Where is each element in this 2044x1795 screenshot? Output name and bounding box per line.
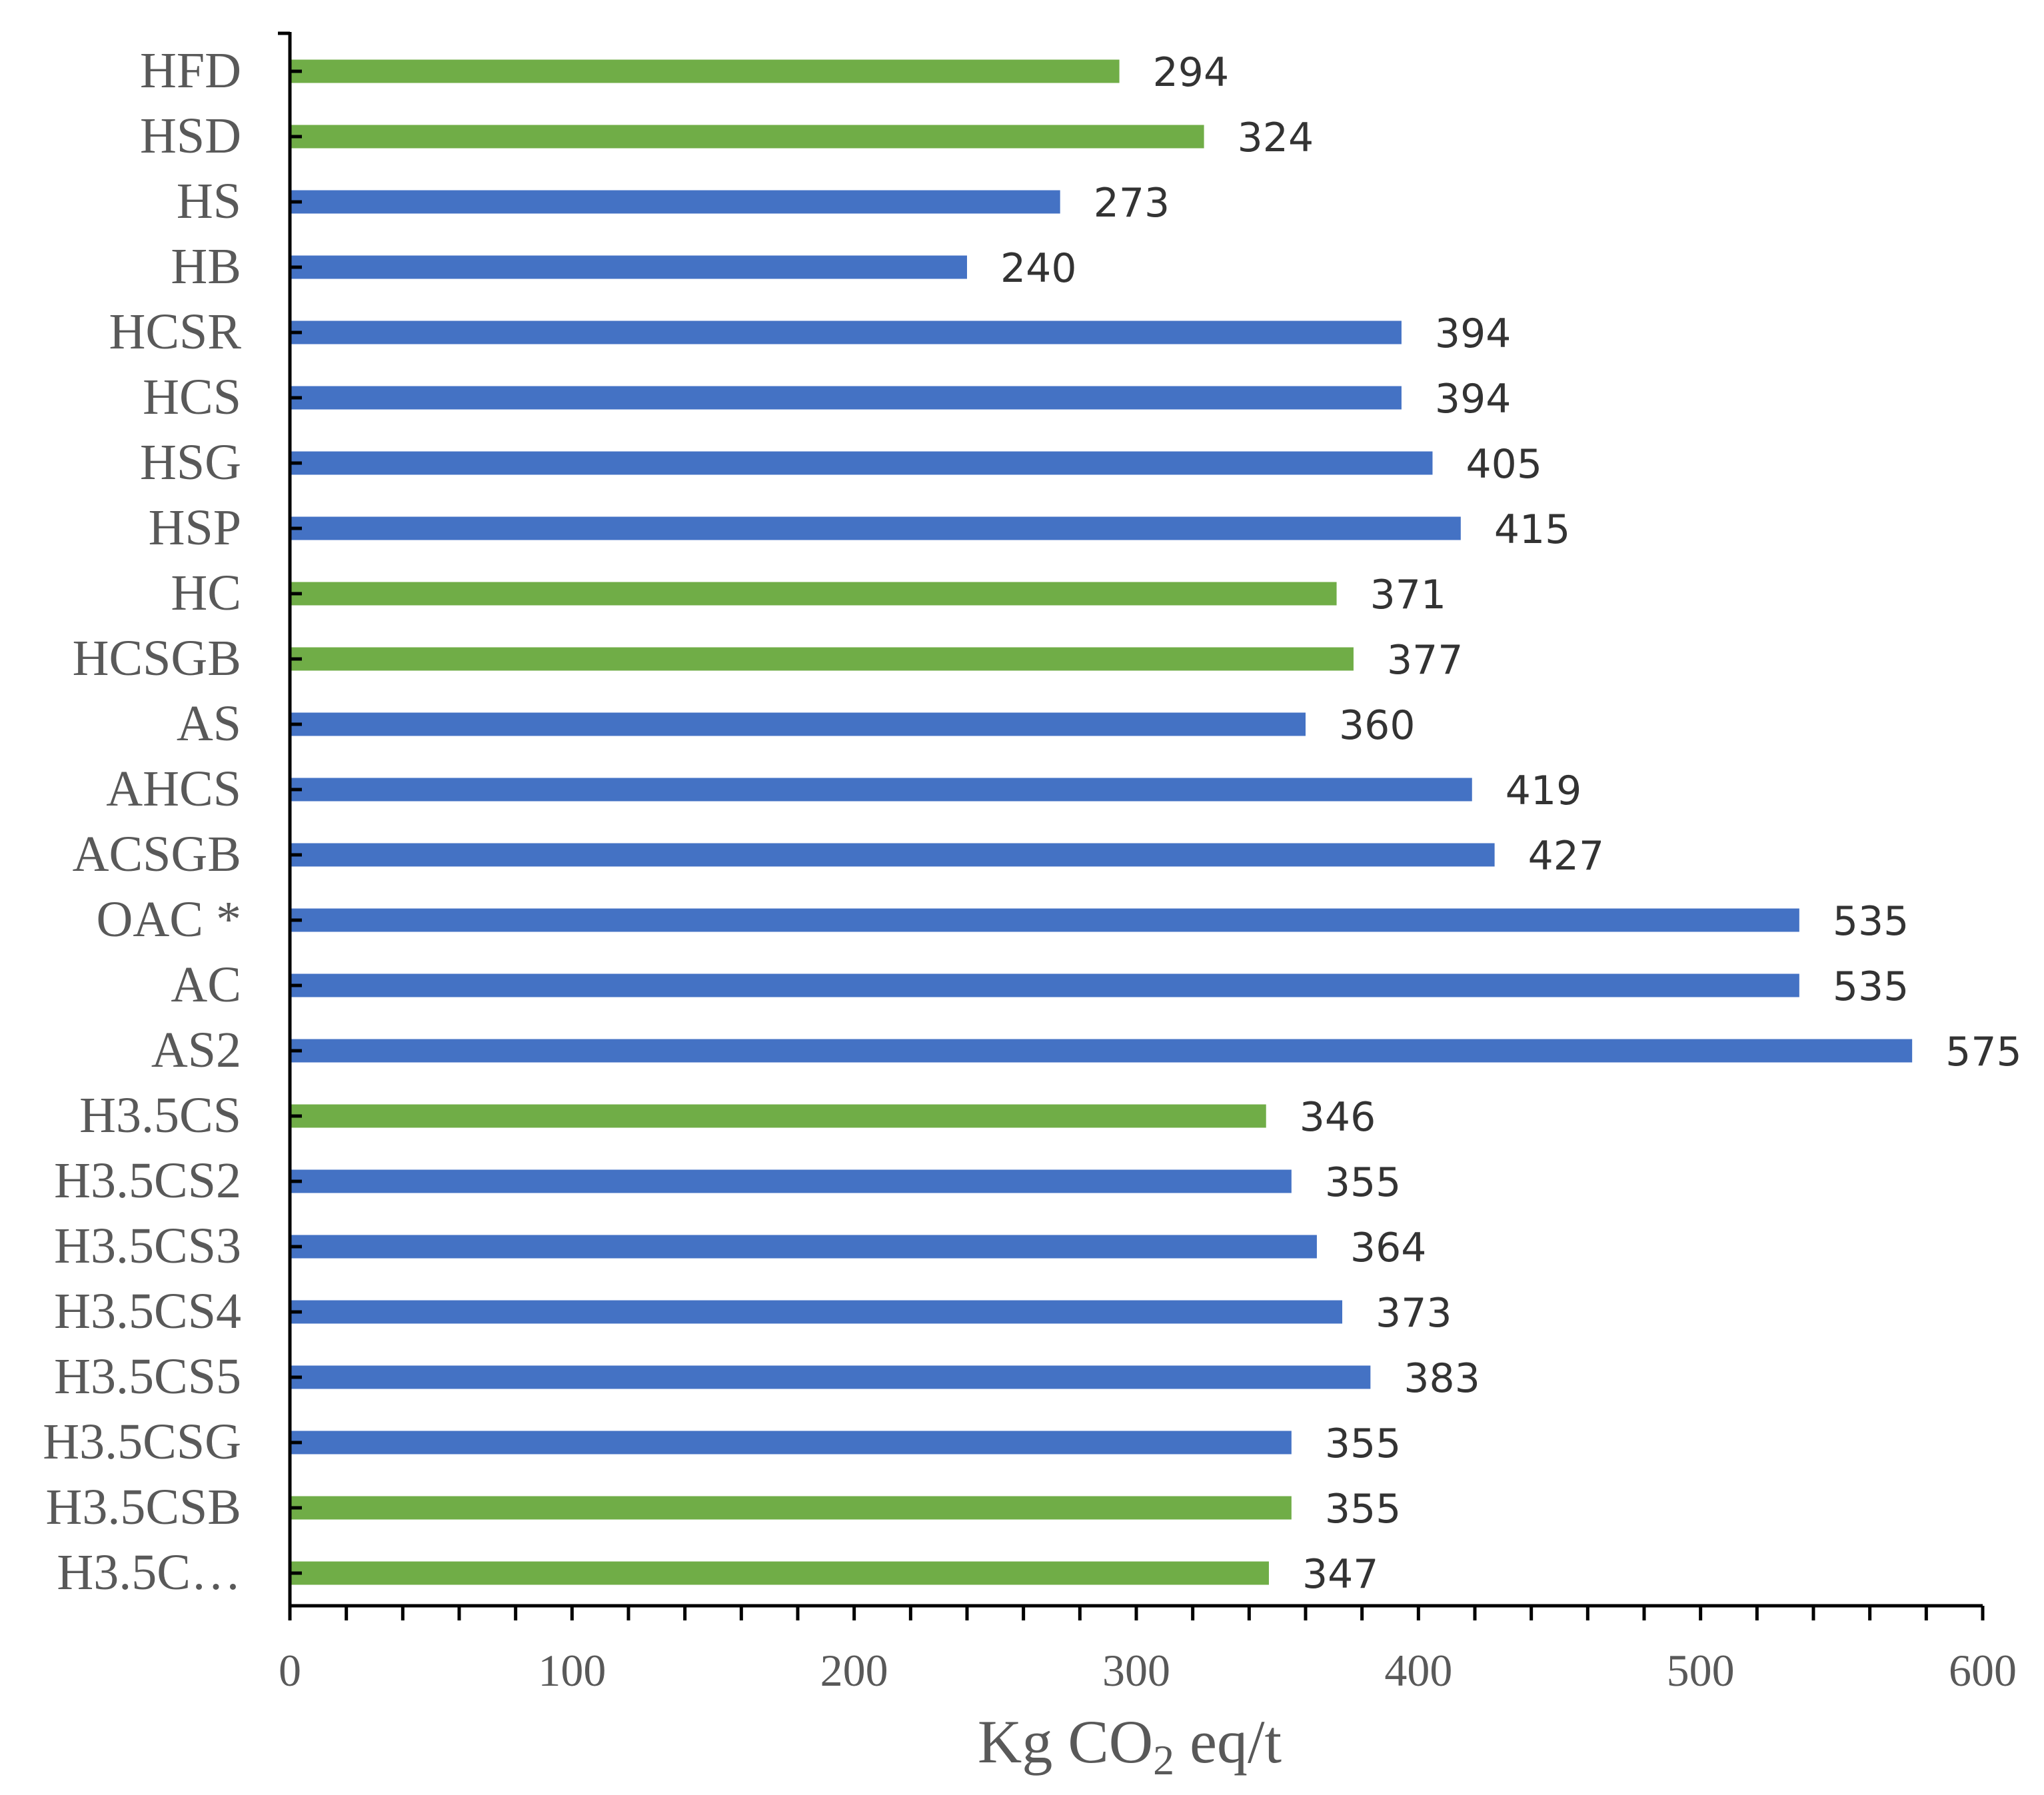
category-label: H3.5CS4 bbox=[54, 1283, 241, 1339]
category-label: HSP bbox=[149, 500, 241, 556]
bar-value-label: 377 bbox=[1387, 637, 1464, 684]
bar bbox=[290, 451, 1433, 475]
category-label: H3.5CS5 bbox=[54, 1349, 241, 1405]
bar-value-label: 535 bbox=[1833, 898, 1909, 945]
bar-value-label: 240 bbox=[1000, 245, 1077, 292]
bar-value-label: 347 bbox=[1302, 1551, 1379, 1598]
bar bbox=[290, 1496, 1292, 1520]
category-labels-layer: HFD HSD HS HB HCSR HCS HSG HSP HC HCSGB AS AHCS ACSG… bbox=[43, 43, 241, 1600]
bar-value-label: 273 bbox=[1094, 180, 1170, 227]
bar-value-label: 415 bbox=[1494, 506, 1571, 553]
bar-value-label: 394 bbox=[1435, 376, 1512, 422]
x-tick-label: 100 bbox=[538, 1645, 606, 1696]
bar-value-label: 405 bbox=[1466, 441, 1543, 488]
category-label: HSG bbox=[140, 434, 241, 490]
category-label: H3.5CS bbox=[79, 1087, 241, 1143]
bar-value-label: 355 bbox=[1325, 1421, 1402, 1467]
bar bbox=[290, 386, 1402, 410]
bar bbox=[290, 59, 1120, 83]
category-label: AS2 bbox=[151, 1022, 241, 1078]
x-tick-label: 200 bbox=[820, 1645, 888, 1696]
category-label: ACSGB bbox=[73, 826, 241, 882]
bar bbox=[290, 778, 1472, 802]
x-axis-title: Kg CO2 eq/t bbox=[978, 1708, 1282, 1784]
category-label: H3.5C… bbox=[57, 1544, 241, 1600]
category-label: HCS bbox=[143, 369, 241, 425]
x-axis-title-subscript: 2 bbox=[1153, 1736, 1174, 1784]
category-label: H3.5CSB bbox=[45, 1479, 241, 1535]
x-tick-label: 0 bbox=[279, 1645, 301, 1696]
category-label: OAC * bbox=[97, 892, 241, 947]
bar-value-label: 360 bbox=[1339, 702, 1416, 749]
bar-value-label: 427 bbox=[1528, 833, 1605, 880]
bar-value-label: 535 bbox=[1833, 963, 1909, 1010]
bar-value-label: 355 bbox=[1325, 1486, 1402, 1532]
bar bbox=[290, 1039, 1913, 1063]
bar bbox=[290, 1169, 1292, 1193]
category-label: HC bbox=[171, 565, 241, 621]
category-label: AC bbox=[171, 957, 241, 1013]
bar bbox=[290, 843, 1495, 867]
bar-value-label: 373 bbox=[1376, 1290, 1452, 1337]
category-label: HCSR bbox=[109, 304, 241, 360]
bar-value-label: 346 bbox=[1300, 1094, 1376, 1141]
bar-value-label: 394 bbox=[1435, 310, 1512, 357]
bar bbox=[290, 190, 1060, 214]
bar-value-label: 294 bbox=[1153, 49, 1230, 96]
x-axis-title-tail: eq/t bbox=[1174, 1708, 1282, 1776]
x-tick-label: 300 bbox=[1102, 1645, 1170, 1696]
axes-layer: 0 100 200 300 400 500 600 bbox=[278, 31, 2017, 1696]
bar-value-label: 575 bbox=[1945, 1029, 2022, 1075]
category-label: AHCS bbox=[106, 761, 241, 817]
x-tick-label: 500 bbox=[1667, 1645, 1735, 1696]
x-tick-label: 400 bbox=[1384, 1645, 1452, 1696]
x-tick-label: 600 bbox=[1949, 1645, 2017, 1696]
bar bbox=[290, 125, 1204, 149]
bar bbox=[290, 908, 1799, 932]
bars-layer bbox=[290, 59, 1913, 1585]
bar bbox=[290, 582, 1337, 606]
x-axis-title-main: Kg CO bbox=[978, 1708, 1153, 1776]
category-label: H3.5CS2 bbox=[54, 1153, 241, 1209]
category-label: HSD bbox=[140, 108, 241, 164]
category-label: AS bbox=[177, 696, 241, 752]
bar bbox=[290, 1104, 1266, 1128]
bar-value-label: 324 bbox=[1238, 115, 1314, 161]
bar-value-label: 419 bbox=[1506, 768, 1582, 814]
bar bbox=[290, 1431, 1292, 1455]
bar bbox=[290, 1300, 1343, 1324]
bar-value-label: 383 bbox=[1404, 1355, 1480, 1402]
bar bbox=[290, 1235, 1317, 1259]
bar bbox=[290, 320, 1402, 344]
category-label: HCSGB bbox=[73, 630, 241, 686]
category-label: H3.5CS3 bbox=[54, 1218, 241, 1274]
bar-value-label: 355 bbox=[1325, 1159, 1402, 1206]
bar-value-label: 364 bbox=[1350, 1225, 1427, 1271]
bar bbox=[290, 516, 1461, 540]
bar bbox=[290, 647, 1354, 671]
bar-value-label: 371 bbox=[1370, 572, 1447, 618]
category-label: H3.5CSG bbox=[43, 1414, 241, 1470]
bar bbox=[290, 1561, 1269, 1585]
bar bbox=[290, 712, 1306, 736]
bar bbox=[290, 1365, 1371, 1389]
category-label: HB bbox=[171, 239, 241, 295]
bar bbox=[290, 973, 1799, 997]
category-label: HFD bbox=[140, 43, 241, 99]
bar bbox=[290, 255, 967, 279]
category-label: HS bbox=[177, 173, 241, 229]
